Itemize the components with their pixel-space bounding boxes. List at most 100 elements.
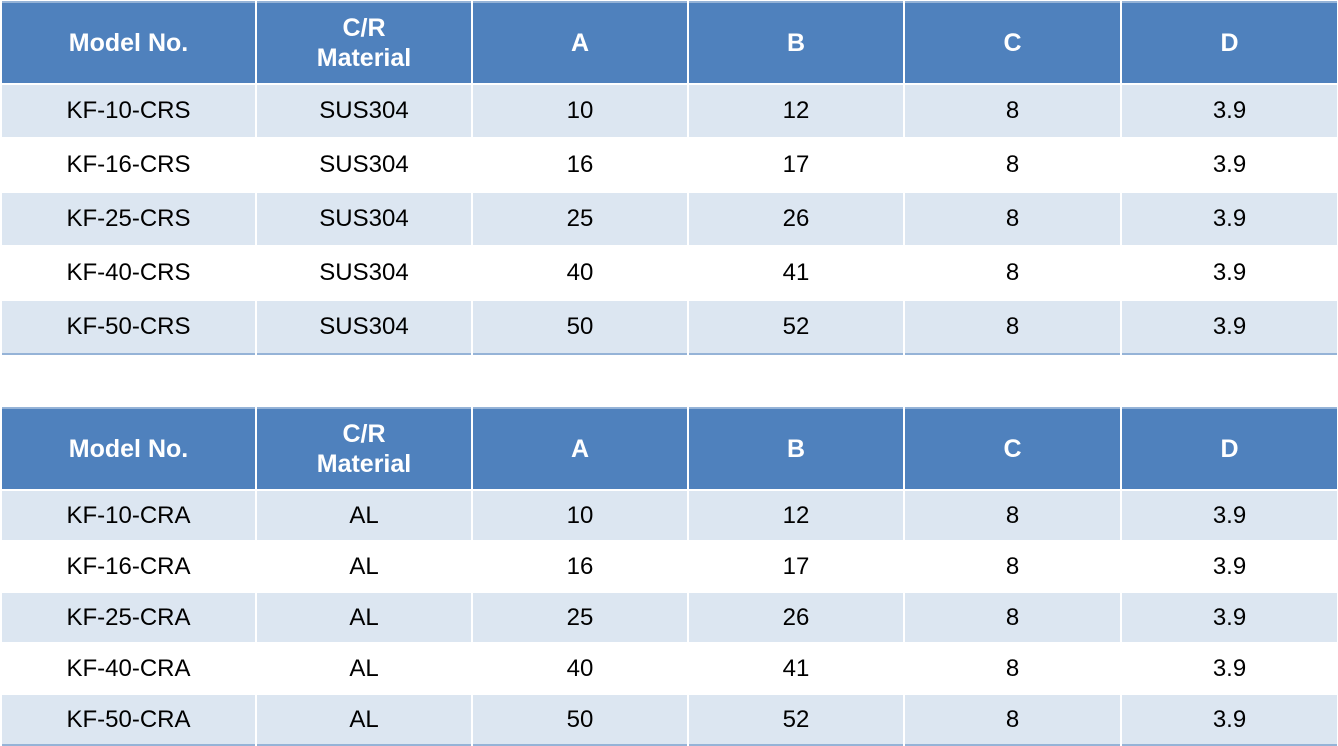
header-text: D xyxy=(1220,435,1239,463)
header-cell: B xyxy=(687,408,905,490)
table-cell: KF-50-CRA xyxy=(0,693,257,745)
table-row: KF-10-CRS SUS304 10 12 8 3.9 xyxy=(0,83,1338,138)
table-cell: KF-25-CRS xyxy=(0,191,257,246)
table-cell: AL xyxy=(255,540,473,592)
table-cell: KF-10-CRA xyxy=(0,489,257,541)
table-cell: KF-10-CRS xyxy=(0,83,257,138)
table-cell: 40 xyxy=(471,245,689,300)
header-text: C/R Material xyxy=(316,420,412,478)
table-cell: 8 xyxy=(903,137,1122,192)
table-cell: 3.9 xyxy=(1120,299,1338,354)
header-cell: D xyxy=(1120,408,1338,490)
table-cell: 3.9 xyxy=(1120,137,1338,192)
table-row: KF-16-CRS SUS304 16 17 8 3.9 xyxy=(0,137,1338,192)
table-cell: KF-25-CRA xyxy=(0,591,257,643)
table-cell: KF-16-CRA xyxy=(0,540,257,592)
table-row: KF-10-CRA AL 10 12 8 3.9 xyxy=(0,489,1338,541)
table-cell: 41 xyxy=(687,245,905,300)
table-row: KF-16-CRA AL 16 17 8 3.9 xyxy=(0,540,1338,592)
table-cell: 8 xyxy=(903,191,1122,246)
header-cell: B xyxy=(687,2,905,84)
table-cell: AL xyxy=(255,489,473,541)
table-cell: KF-50-CRS xyxy=(0,299,257,354)
header-text: Model No. xyxy=(68,29,189,57)
table-cell: 40 xyxy=(471,642,689,694)
table-cell: 3.9 xyxy=(1120,540,1338,592)
header-text: C xyxy=(1003,435,1022,463)
table-cell: 25 xyxy=(471,591,689,643)
table-cell: 16 xyxy=(471,540,689,592)
header-cell: C xyxy=(903,408,1122,490)
table-cell: 52 xyxy=(687,693,905,745)
header-text: C/R Material xyxy=(316,14,412,72)
table-header: Model No. C/R Material A B C D xyxy=(0,408,1338,490)
table-cell: AL xyxy=(255,642,473,694)
header-row: Model No. C/R Material A B C D xyxy=(0,2,1338,84)
table-header: Model No. C/R Material A B C D xyxy=(0,2,1338,84)
table-cell: SUS304 xyxy=(255,83,473,138)
table-cell: 50 xyxy=(471,693,689,745)
header-text: C xyxy=(1003,29,1022,57)
header-text: B xyxy=(786,29,806,57)
table-row: KF-40-CRS SUS304 40 41 8 3.9 xyxy=(0,245,1338,300)
header-text: D xyxy=(1220,29,1239,57)
table-row: KF-40-CRA AL 40 41 8 3.9 xyxy=(0,642,1338,694)
table-cell: 12 xyxy=(687,489,905,541)
header-cell: Model No. xyxy=(0,408,257,490)
table-cell: AL xyxy=(255,591,473,643)
table-cell: 8 xyxy=(903,489,1122,541)
table-cell: SUS304 xyxy=(255,191,473,246)
table-cell: AL xyxy=(255,693,473,745)
table-cell: 8 xyxy=(903,83,1122,138)
table-cell: 26 xyxy=(687,591,905,643)
table-cell: 41 xyxy=(687,642,905,694)
table-cell: 8 xyxy=(903,299,1122,354)
header-cell: C/R Material xyxy=(255,408,473,490)
table-cell: 16 xyxy=(471,137,689,192)
table-row: KF-50-CRS SUS304 50 52 8 3.9 xyxy=(0,299,1338,354)
table-row: KF-25-CRA AL 25 26 8 3.9 xyxy=(0,591,1338,643)
header-cell: D xyxy=(1120,2,1338,84)
table-cell: 10 xyxy=(471,83,689,138)
table-cell: 3.9 xyxy=(1120,642,1338,694)
table-cell: 8 xyxy=(903,540,1122,592)
table-cell: SUS304 xyxy=(255,245,473,300)
table-cell: SUS304 xyxy=(255,299,473,354)
header-text: A xyxy=(570,29,590,57)
table-cell: 26 xyxy=(687,191,905,246)
table-cell: 50 xyxy=(471,299,689,354)
table-cell: 3.9 xyxy=(1120,83,1338,138)
table-row: KF-25-CRS SUS304 25 26 8 3.9 xyxy=(0,191,1338,246)
table-body: KF-10-CRA AL 10 12 8 3.9 KF-16-CRA AL 16 17 8 3.9 KF… xyxy=(0,489,1338,745)
table-cell: 3.9 xyxy=(1120,245,1338,300)
table-cell: 8 xyxy=(903,693,1122,745)
table-cell: 8 xyxy=(903,591,1122,643)
header-cell: Model No. xyxy=(0,2,257,84)
table-cell: 3.9 xyxy=(1120,591,1338,643)
table-cell: 17 xyxy=(687,540,905,592)
table-cell: SUS304 xyxy=(255,137,473,192)
header-cell: C/R Material xyxy=(255,2,473,84)
spec-table: Model No. C/R Material A B C D KF-10-CRS SUS304… xyxy=(0,1,1338,355)
header-text: Model No. xyxy=(68,435,189,463)
header-text: B xyxy=(786,435,806,463)
table-cell: 17 xyxy=(687,137,905,192)
table-cell: 52 xyxy=(687,299,905,354)
table-cell: 8 xyxy=(903,245,1122,300)
table-cell: 3.9 xyxy=(1120,489,1338,541)
table-row: KF-50-CRA AL 50 52 8 3.9 xyxy=(0,693,1338,745)
header-row: Model No. C/R Material A B C D xyxy=(0,408,1338,490)
table-cell: KF-40-CRS xyxy=(0,245,257,300)
table-cell: 3.9 xyxy=(1120,191,1338,246)
table-cell: KF-16-CRS xyxy=(0,137,257,192)
spec-table: Model No. C/R Material A B C D KF-10-CRA AL 10 12… xyxy=(0,407,1338,746)
header-cell: C xyxy=(903,2,1122,84)
table-cell: 8 xyxy=(903,642,1122,694)
table-body: KF-10-CRS SUS304 10 12 8 3.9 KF-16-CRS SUS304 16… xyxy=(0,83,1338,354)
table-cell: 10 xyxy=(471,489,689,541)
header-text: A xyxy=(570,435,590,463)
table-cell: KF-40-CRA xyxy=(0,642,257,694)
table-cell: 25 xyxy=(471,191,689,246)
header-cell: A xyxy=(471,408,689,490)
